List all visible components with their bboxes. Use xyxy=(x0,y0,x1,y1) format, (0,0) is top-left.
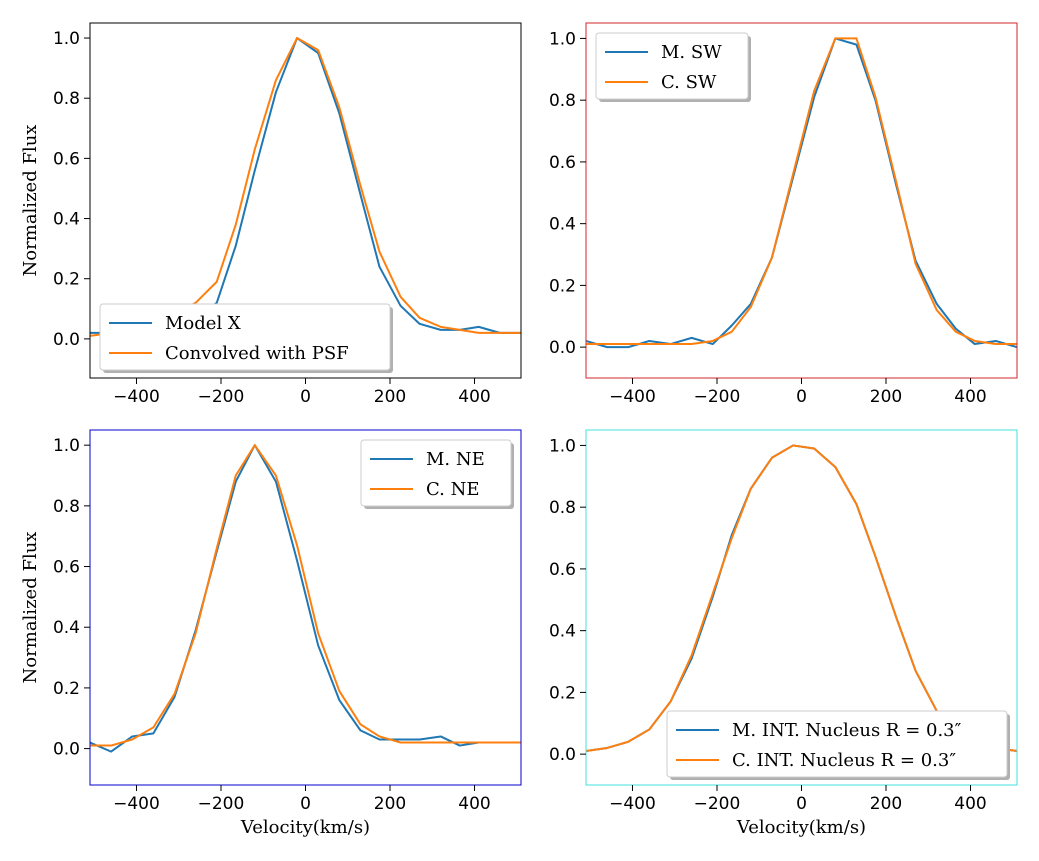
series-line-model xyxy=(90,444,521,753)
series-line-convolved xyxy=(90,37,521,337)
legend-label: Convolved with PSF xyxy=(165,343,349,364)
legend-label: C. SW xyxy=(661,72,717,93)
y-tick-label: 0.4 xyxy=(53,618,80,638)
x-tick-label: −200 xyxy=(198,387,245,407)
x-tick-label: 200 xyxy=(374,387,406,407)
series-line-model xyxy=(586,444,1017,753)
x-tick-label: −400 xyxy=(113,794,160,814)
x-tick-label: 200 xyxy=(870,387,902,407)
x-tick-label: 200 xyxy=(870,794,902,814)
y-tick-label: 0.8 xyxy=(549,498,576,518)
y-tick-label: 0.4 xyxy=(53,210,80,230)
y-tick-label: 0.8 xyxy=(549,91,576,111)
y-tick-label: 0.2 xyxy=(549,683,576,703)
y-tick-label: 0.2 xyxy=(53,679,80,699)
x-tick-label: 200 xyxy=(374,794,406,814)
legend: Model X Convolved with PSF xyxy=(99,303,393,373)
series-line-convolved xyxy=(586,444,1017,753)
y-tick-label: 0.6 xyxy=(549,560,576,580)
legend: M. SW C. SW xyxy=(595,32,751,102)
series-line-convolved xyxy=(586,37,1017,346)
x-tick-label: −200 xyxy=(198,794,245,814)
x-tick-label: −200 xyxy=(694,794,741,814)
y-tick-label: 0.8 xyxy=(53,497,80,517)
x-tick-label: 0 xyxy=(300,387,311,407)
x-axis-label: Velocity(km/s) xyxy=(736,817,866,838)
y-tick-label: 0.4 xyxy=(549,215,576,235)
y-tick-label: 0.2 xyxy=(549,276,576,296)
panel-sw: 0.0 0.2 0.4 0.6 0.8 1.0 −400 −200 0 200 400 M. SW C.… xyxy=(549,22,1018,407)
y-tick-label: 0.0 xyxy=(549,338,576,358)
y-tick-label: 1.0 xyxy=(549,436,576,456)
y-tick-label: 0.6 xyxy=(53,558,80,578)
y-axis-label: Normalized Flux xyxy=(20,532,41,684)
x-tick-label: 0 xyxy=(300,794,311,814)
x-tick-label: 400 xyxy=(954,794,986,814)
y-tick-label: 1.0 xyxy=(549,29,576,49)
x-tick-label: −400 xyxy=(609,387,656,407)
x-tick-label: 0 xyxy=(796,794,807,814)
x-tick-label: −400 xyxy=(113,387,160,407)
x-tick-label: 0 xyxy=(796,387,807,407)
legend-label: C. INT. Nucleus R = 0.3″ xyxy=(732,750,956,771)
legend: M. NE C. NE xyxy=(360,439,514,509)
y-tick-label: 0.8 xyxy=(53,89,80,109)
x-tick-label: 400 xyxy=(954,387,986,407)
legend-label: M. SW xyxy=(661,42,722,63)
series-line-convolved xyxy=(90,444,521,747)
legend-label: M. NE xyxy=(426,449,485,470)
panel-ne: 0.0 0.2 0.4 0.6 0.8 1.0 −400 −200 0 200 400 Normali… xyxy=(20,429,522,838)
x-tick-label: −200 xyxy=(694,387,741,407)
x-tick-label: −400 xyxy=(609,794,656,814)
y-tick-label: 0.0 xyxy=(549,745,576,765)
panel-int-nucleus: 0.0 0.2 0.4 0.6 0.8 1.0 −400 −200 0 200 400 Velocit… xyxy=(549,429,1018,838)
y-tick-label: 0.6 xyxy=(549,153,576,173)
y-tick-label: 0.0 xyxy=(53,740,80,760)
y-tick-label: 1.0 xyxy=(53,29,80,49)
legend-label: M. INT. Nucleus R = 0.3″ xyxy=(732,720,962,741)
series-line-model xyxy=(90,37,521,334)
x-tick-label: 400 xyxy=(458,387,490,407)
legend: M. INT. Nucleus R = 0.3″ C. INT. Nucleus … xyxy=(666,710,1010,780)
legend-label: C. NE xyxy=(426,479,479,500)
panel-model-x: 0.0 0.2 0.4 0.6 0.8 1.0 −400 −200 0 200 400 Normali… xyxy=(20,22,522,407)
y-tick-label: 0.6 xyxy=(53,149,80,169)
y-tick-label: 0.0 xyxy=(53,330,80,350)
x-axis-label: Velocity(km/s) xyxy=(240,817,370,838)
legend-label: Model X xyxy=(165,313,241,334)
x-tick-label: 400 xyxy=(458,794,490,814)
y-tick-label: 0.2 xyxy=(53,270,80,290)
series-line-model xyxy=(586,37,1017,349)
y-tick-label: 0.4 xyxy=(549,622,576,642)
y-tick-label: 1.0 xyxy=(53,436,80,456)
y-axis-label: Normalized Flux xyxy=(20,125,41,277)
